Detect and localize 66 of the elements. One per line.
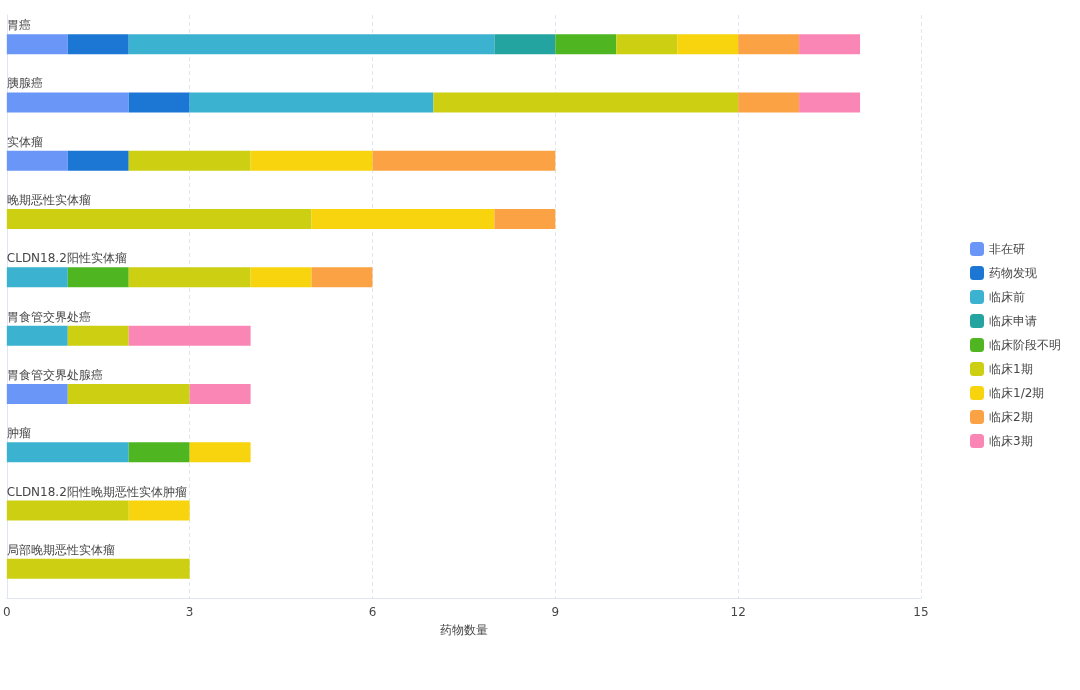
bar	[6, 209, 312, 230]
bar	[677, 34, 739, 55]
legend-label: 临床2期	[989, 410, 1033, 424]
bar	[6, 558, 190, 579]
bar	[128, 442, 190, 463]
bar	[250, 267, 312, 288]
bar	[6, 92, 129, 113]
bar	[67, 267, 129, 288]
bar	[128, 34, 495, 55]
legend-label: 非在研	[989, 242, 1025, 256]
legend-label: 临床1/2期	[989, 386, 1045, 400]
x-tick-label: 12	[730, 605, 746, 619]
bar	[6, 267, 68, 288]
bar	[433, 92, 739, 113]
y-tick-label: 胰腺癌	[6, 76, 43, 91]
legend-label: 临床前	[989, 290, 1025, 304]
bar	[738, 92, 800, 113]
y-tick-label: 肿瘤	[6, 426, 31, 441]
bar	[128, 500, 190, 521]
y-tick-label: 胃癌	[6, 18, 31, 33]
bar	[738, 34, 800, 55]
bar	[311, 267, 373, 288]
x-tick-label: 6	[368, 605, 377, 619]
y-tick-label: 胃食管交界处癌	[6, 309, 91, 324]
bar	[67, 383, 190, 404]
bar	[67, 150, 129, 171]
bar	[616, 34, 678, 55]
legend-label: 药物发现	[989, 266, 1037, 280]
legend-label: 临床3期	[989, 434, 1033, 448]
y-tick-label: 实体瘤	[6, 134, 43, 149]
legend-label: 临床阶段不明	[989, 338, 1061, 352]
bar	[311, 209, 495, 230]
x-axis-title: 药物数量	[439, 623, 488, 637]
bar	[189, 383, 251, 404]
bar	[128, 92, 190, 113]
bar	[189, 442, 251, 463]
bar	[6, 150, 68, 171]
x-tick-label: 9	[551, 605, 560, 619]
bar	[6, 442, 129, 463]
y-tick-label: CLDN18.2阳性晚期恶性实体肿瘤	[6, 484, 187, 499]
x-tick-label: 3	[185, 605, 194, 619]
bar	[799, 34, 861, 55]
y-tick-label: 晚期恶性实体瘤	[6, 193, 91, 208]
bar	[6, 34, 68, 55]
legend-label: 临床申请	[989, 314, 1037, 328]
bar	[494, 34, 556, 55]
bar	[6, 383, 68, 404]
bar	[67, 325, 129, 346]
bar	[799, 92, 861, 113]
legend-label: 临床1期	[989, 362, 1033, 376]
x-tick-label: 0	[3, 605, 11, 619]
bar	[128, 267, 251, 288]
y-tick-label: 局部晚期恶性实体瘤	[6, 542, 115, 557]
bar	[6, 500, 129, 521]
y-tick-label: 胃食管交界处腺癌	[6, 367, 103, 382]
bar	[6, 325, 68, 346]
bar	[128, 150, 251, 171]
y-tick-label: CLDN18.2阳性实体瘤	[6, 251, 127, 266]
bar	[250, 150, 373, 171]
bar	[189, 92, 434, 113]
bar	[67, 34, 129, 55]
bar	[372, 150, 556, 171]
x-tick-label: 15	[913, 605, 929, 619]
bar	[128, 325, 251, 346]
bar	[494, 209, 556, 230]
bar	[555, 34, 617, 55]
